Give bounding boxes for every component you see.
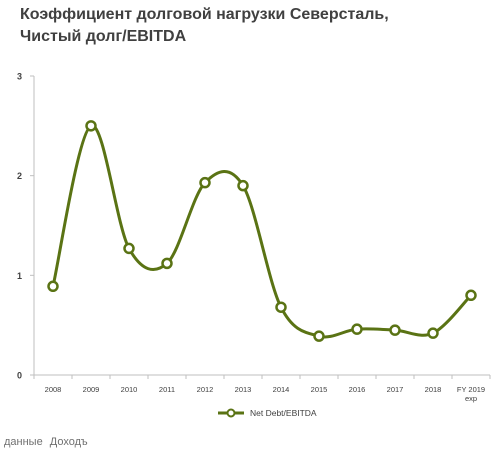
data-point	[123, 242, 135, 255]
legend-label: Net Debt/EBITDA	[250, 408, 317, 418]
x-tick-label: 2016	[349, 385, 366, 394]
y-tick-label: 3	[17, 72, 22, 82]
source-note: данные Доходъ	[4, 436, 92, 448]
data-point	[237, 179, 249, 192]
data-point	[47, 280, 59, 293]
x-tick-label: 2018	[425, 385, 442, 394]
series-line	[51, 124, 473, 339]
x-tick-label: 2010	[121, 385, 138, 394]
x-tick-label: 2009	[83, 385, 100, 394]
x-tick-label: FY 2019 exp	[457, 385, 485, 403]
data-point	[313, 330, 325, 342]
chart-title-line-1: Коэффициент долговой нагрузки Северсталь…	[20, 6, 389, 23]
chart-title: Коэффициент долговой нагрузки Северсталь…	[20, 4, 389, 48]
data-point	[161, 257, 173, 270]
y-tick-label: 0	[17, 371, 22, 381]
x-tick-label: 2008	[45, 385, 62, 394]
legend-marker	[226, 408, 236, 418]
x-tick-label: 2011	[159, 385, 175, 394]
y-tick-label: 1	[17, 271, 22, 281]
chart-title-line-2: Чистый долг/EBITDA	[20, 28, 187, 45]
data-point	[351, 323, 363, 335]
legend: Net Debt/EBITDA	[218, 408, 317, 418]
x-tick-label: 2014	[273, 385, 290, 394]
source-label: данные	[4, 436, 43, 448]
data-point	[199, 176, 211, 189]
data-point	[465, 289, 477, 302]
x-axis: 2008 2009 2010 2011 2012 2013 2014 2015 2016 2017…	[33, 374, 491, 403]
data-point	[427, 327, 439, 339]
data-point	[85, 120, 97, 132]
source-name: Доходъ	[49, 436, 88, 448]
data-point	[275, 301, 287, 313]
line-chart: 0 1 2 3 2008 2009 2010 2011 2012 2013 2014 2015 201…	[17, 72, 491, 418]
x-tick-label: 2015	[311, 385, 328, 394]
data-point	[389, 324, 401, 336]
x-tick-label: 2012	[197, 385, 214, 394]
data-points	[47, 120, 477, 342]
x-tick-label: 2017	[387, 385, 404, 394]
series-lines	[51, 124, 473, 339]
y-tick-label: 2	[17, 171, 22, 181]
y-axis: 0 1 2 3	[17, 72, 35, 381]
x-tick-label: 2013	[235, 385, 252, 394]
